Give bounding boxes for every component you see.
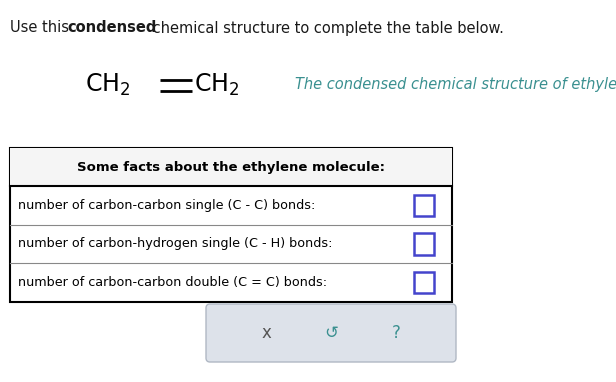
Bar	[414, 233, 434, 255]
Text: number of carbon-carbon single (C - C) bonds:: number of carbon-carbon single (C - C) b…	[18, 199, 315, 212]
Text: Some facts about the ethylene molecule:: Some facts about the ethylene molecule:	[77, 160, 385, 173]
Text: chemical structure to complete the table below.: chemical structure to complete the table…	[148, 21, 504, 36]
Text: x: x	[261, 324, 271, 342]
Bar	[414, 272, 434, 293]
Text: CH$_2$: CH$_2$	[85, 72, 131, 98]
Text: number of carbon-carbon double (C = C) bonds:: number of carbon-carbon double (C = C) b…	[18, 276, 327, 289]
FancyBboxPatch shape	[206, 304, 456, 362]
Bar	[10, 148, 452, 302]
Bar	[10, 148, 452, 186]
Text: ↺: ↺	[324, 324, 338, 342]
Bar	[414, 195, 434, 216]
Text: condensed: condensed	[67, 21, 156, 36]
Text: The condensed chemical structure of ethylene: The condensed chemical structure of ethy…	[295, 78, 616, 92]
Text: Use this: Use this	[10, 21, 74, 36]
Text: number of carbon-hydrogen single (C - H) bonds:: number of carbon-hydrogen single (C - H)…	[18, 238, 333, 251]
Text: CH$_2$: CH$_2$	[194, 72, 240, 98]
Text: ?: ?	[392, 324, 400, 342]
